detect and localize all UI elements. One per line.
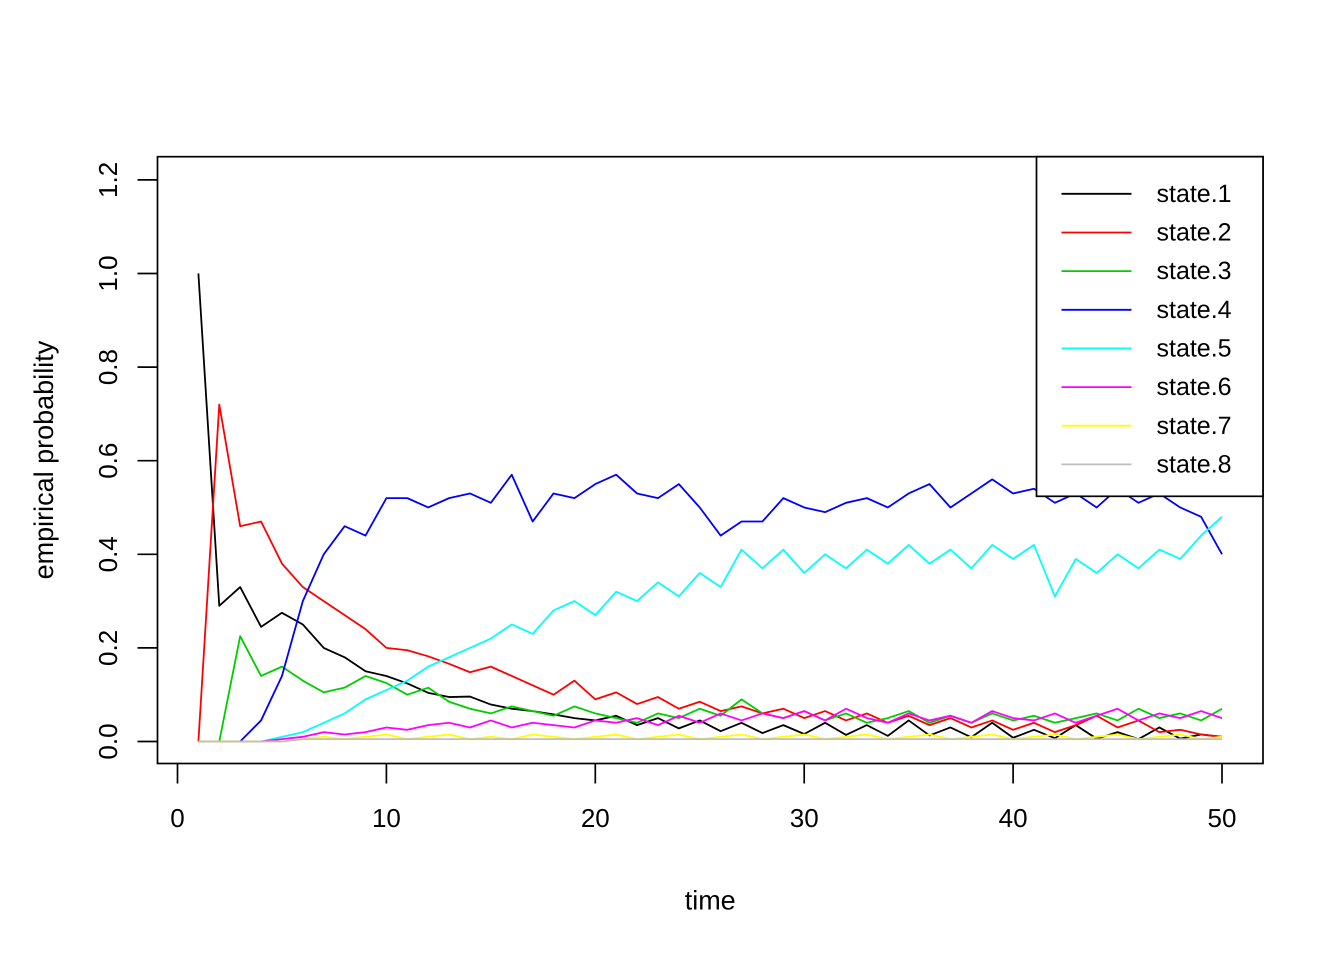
- svg-text:30: 30: [790, 803, 819, 833]
- svg-text:0.2: 0.2: [93, 630, 123, 666]
- svg-text:10: 10: [372, 803, 401, 833]
- svg-text:state.3: state.3: [1157, 257, 1232, 285]
- svg-text:state.7: state.7: [1157, 412, 1232, 440]
- svg-text:0.4: 0.4: [93, 536, 123, 572]
- svg-text:state.2: state.2: [1157, 219, 1232, 247]
- svg-text:0.8: 0.8: [93, 349, 123, 385]
- svg-text:state.6: state.6: [1157, 373, 1232, 401]
- svg-text:0.0: 0.0: [93, 723, 123, 759]
- svg-text:1.0: 1.0: [93, 255, 123, 291]
- svg-text:50: 50: [1208, 803, 1237, 833]
- svg-text:40: 40: [999, 803, 1028, 833]
- svg-text:state.8: state.8: [1157, 451, 1232, 479]
- svg-text:empirical probability: empirical probability: [29, 340, 59, 579]
- svg-text:state.5: state.5: [1157, 335, 1232, 363]
- svg-text:0.6: 0.6: [93, 443, 123, 479]
- svg-text:time: time: [685, 886, 736, 916]
- svg-text:state.1: state.1: [1157, 180, 1232, 208]
- svg-text:state.4: state.4: [1157, 296, 1232, 324]
- svg-text:1.2: 1.2: [93, 162, 123, 198]
- svg-text:0: 0: [170, 803, 184, 833]
- svg-text:20: 20: [581, 803, 610, 833]
